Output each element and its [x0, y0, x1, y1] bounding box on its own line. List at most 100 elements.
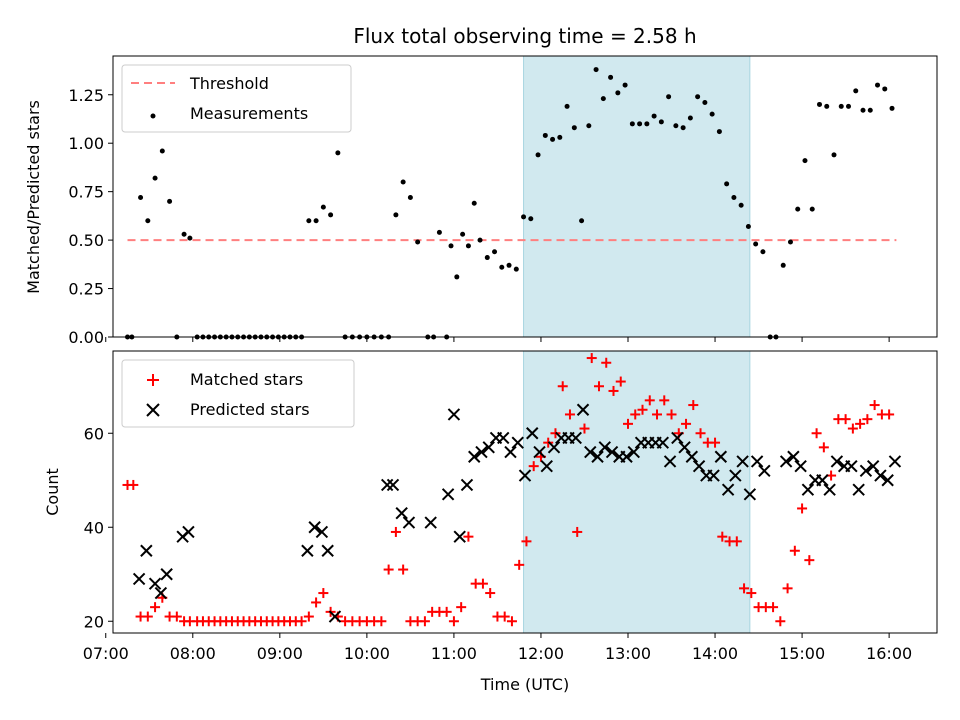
top-legend-box: [121, 64, 352, 133]
measurement-point: [328, 212, 334, 218]
top-shaded-interval: [523, 55, 751, 338]
measurement-point: [152, 175, 158, 181]
matched-star-point: [717, 531, 728, 542]
predicted-star-point: [380, 478, 394, 492]
measurement-point: [586, 123, 592, 129]
predicted-star-point: [540, 459, 553, 473]
predicted-star-point: [441, 488, 455, 501]
matched-star-point: [608, 385, 619, 396]
measurements-series: [125, 67, 895, 340]
predicted-star-point: [656, 436, 670, 449]
matched-star-point: [521, 536, 532, 547]
matched-star-point: [804, 555, 815, 566]
measurement-point: [731, 194, 737, 200]
predicted-star-point: [743, 488, 757, 501]
matched-star-point: [572, 526, 583, 537]
predicted-star-point: [482, 441, 495, 454]
matched-star-point: [376, 616, 387, 627]
predicted-star-point: [402, 516, 416, 529]
measurement-point: [564, 103, 570, 109]
measurement-point: [313, 218, 319, 224]
bottom-y-tick-label: 20: [84, 612, 104, 631]
measurement-point: [809, 206, 815, 212]
matched-star-point: [630, 409, 641, 420]
x-tick-label: 08:00: [170, 644, 216, 663]
legend-threshold-label: Threshold: [189, 74, 269, 93]
predicted-star-point: [845, 459, 858, 473]
top-legend: Threshold Measurements: [121, 64, 352, 133]
predicted-star-point: [707, 469, 720, 482]
predicted-star-point: [692, 459, 706, 473]
measurement-point: [513, 266, 519, 272]
measurement-point: [802, 158, 808, 164]
measurement-point: [499, 264, 505, 270]
measurement-point: [622, 82, 628, 88]
bottom-plot-frame: [112, 350, 938, 634]
legend-predicted-swatch: [146, 403, 160, 417]
predicted-star-point: [424, 516, 437, 529]
predicted-star-point: [750, 455, 764, 468]
measurement-point: [320, 204, 326, 210]
top-panel-title: Flux total observing time = 2.58 h: [353, 24, 696, 48]
measurement-point: [571, 125, 577, 131]
measurement-point: [306, 218, 312, 224]
bottom-y-axis-label: Count: [43, 468, 62, 516]
measurement-point: [535, 152, 541, 158]
matched-star-point: [644, 395, 655, 406]
legend-matched-swatch: [147, 374, 159, 386]
measurement-point: [629, 121, 635, 127]
matched-star-point: [303, 611, 314, 622]
predicted-star-point: [663, 455, 677, 468]
predicted-star-point: [758, 464, 771, 478]
measurement-point: [521, 214, 527, 220]
predicted-star-point: [518, 469, 532, 482]
x-tick-label: 11:00: [431, 644, 477, 663]
predicted-star-point: [823, 483, 836, 496]
matched-star-point: [557, 381, 568, 392]
x-tick-label: 13:00: [605, 644, 651, 663]
predicted-star-point: [685, 450, 699, 463]
predicted-star-point: [678, 441, 691, 454]
matched-star-point: [128, 479, 139, 490]
matched-star-point: [623, 418, 633, 429]
predicted-star-point: [801, 483, 815, 496]
legend-matched-label: Matched stars: [190, 370, 303, 389]
matched-star-point: [419, 616, 430, 627]
measurement-point: [831, 152, 837, 158]
measurement-point: [528, 216, 534, 222]
predicted-star-point: [787, 450, 800, 463]
predicted-star-point: [395, 506, 408, 520]
measurement-point: [145, 218, 151, 224]
measurement-point: [492, 249, 498, 255]
predicted-star-point: [504, 445, 517, 459]
predicted-star-point: [511, 436, 524, 449]
measurement-point: [687, 115, 693, 121]
measurement-point: [875, 82, 881, 88]
top-panel: Flux total observing time = 2.58 h 0.000…: [24, 24, 938, 347]
matched-star-point: [789, 545, 800, 556]
legend-predicted-label: Predicted stars: [190, 400, 310, 419]
matched-star-point: [731, 536, 742, 547]
measurement-point: [181, 231, 187, 237]
measurement-point: [579, 218, 585, 224]
x-tick-label: 15:00: [779, 644, 825, 663]
predicted-star-point: [533, 445, 546, 459]
predicted-star-point: [497, 431, 510, 445]
measurement-point: [838, 103, 844, 109]
predicted-star-point: [721, 483, 735, 496]
legend-measurements-label: Measurements: [190, 104, 308, 123]
measurement-point: [644, 121, 650, 127]
matched-star-point: [142, 611, 153, 622]
predicted-stars-series: [132, 403, 902, 623]
measurement-point: [138, 194, 144, 200]
measurement-point: [702, 100, 708, 106]
measurement-point: [753, 241, 759, 247]
predicted-star-point: [729, 469, 742, 482]
measurement-point: [738, 202, 744, 208]
bottom-y-tick-label: 60: [84, 424, 104, 443]
matched-star-point: [869, 400, 880, 411]
matched-star-point: [499, 611, 510, 622]
top-y-tick-label: 1.00: [68, 134, 104, 153]
x-tick-label: 14:00: [692, 644, 738, 663]
measurement-point: [709, 111, 715, 117]
